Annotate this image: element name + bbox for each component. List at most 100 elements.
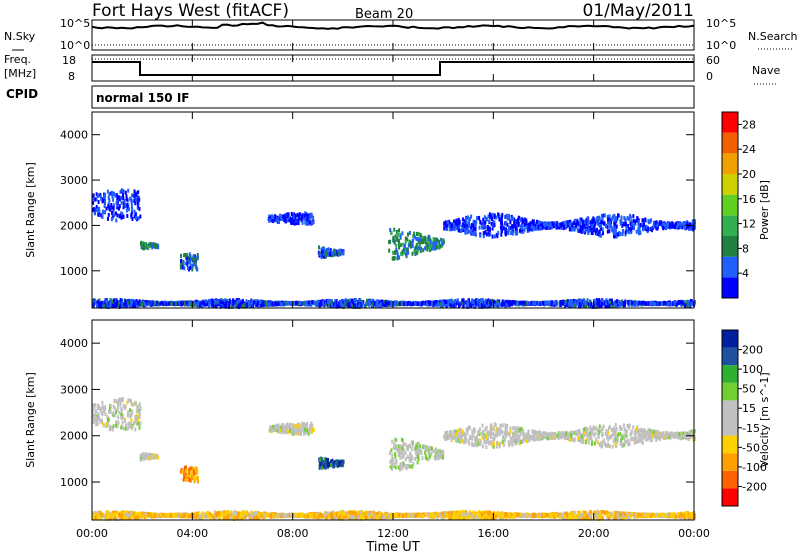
heatmap-cell [632,223,635,228]
heatmap-cell [395,300,398,305]
heatmap-cell [691,226,694,231]
heatmap-cell [284,301,287,306]
heatmap-cell [196,469,199,474]
heatmap-cell [232,298,235,303]
heatmap-cell [334,300,337,305]
heatmap-cell [596,221,599,226]
heatmap-cell [113,298,116,303]
heatmap-cell [110,205,113,210]
heatmap-cell [470,225,472,230]
heatmap-cell [518,300,521,305]
heatmap-cell [306,216,309,221]
heatmap-cell [468,302,471,307]
heatmap-cell [107,212,110,217]
heatmap-cell [489,214,492,219]
heatmap-cell [184,301,186,306]
heatmap-cell [447,300,450,305]
heatmap-cell [436,454,439,459]
heatmap-cell [634,219,636,224]
heatmap-cell [467,298,470,303]
heatmap-cell [435,237,438,242]
heatmap-cell [136,201,139,206]
heatmap-cell [499,425,502,430]
heatmap-cell [589,428,592,433]
heatmap-cell [430,446,433,451]
heatmap-cell [683,300,686,305]
heatmap-cell [643,222,645,227]
heatmap-cell [272,215,275,220]
heatmap-cell [270,427,273,432]
heatmap-cell [561,223,564,227]
heatmap-cell [359,298,362,303]
heatmap-cell [404,243,406,248]
heatmap-cell [579,223,582,228]
heatmap-cell [187,266,189,271]
heatmap-cell [534,301,537,306]
heatmap-cell [154,300,157,305]
heatmap-cell [601,298,604,303]
heatmap-cell [511,224,514,229]
heatmap-cell [292,215,295,220]
heatmap-cell [602,438,605,443]
heatmap-cell [557,431,560,436]
heatmap-cell [397,241,400,246]
heatmap-cell [330,250,333,255]
heatmap-cell [280,426,283,431]
heatmap-cell [335,251,338,256]
heatmap-cell [593,228,596,233]
heatmap-cell [679,224,682,229]
heatmap-cell [117,195,120,200]
heatmap-cell [139,214,142,219]
heatmap-cell [298,212,301,217]
heatmap-cell [677,222,679,227]
heatmap-cell [183,474,186,479]
heatmap-cell [355,298,357,303]
heatmap-cell [397,301,400,306]
heatmap-cell [121,188,124,193]
heatmap-cell [435,245,438,249]
heatmap-cell [691,219,694,224]
heatmap-cell [335,303,338,308]
heatmap-cell [637,439,639,444]
heatmap-cell [598,424,601,429]
heatmap-cell [333,303,336,308]
heatmap-cell [614,231,617,236]
heatmap-cell [165,302,168,307]
heatmap-cell [120,408,123,413]
heatmap-cell [103,204,106,209]
heatmap-cell [410,440,413,445]
heatmap-cell [466,215,469,220]
heatmap-cell [596,428,599,433]
heatmap-cell [654,220,657,225]
heatmap-cell [454,303,457,308]
heatmap-cell [196,255,199,260]
heatmap-cell [671,222,674,227]
heatmap-cell [95,192,98,197]
heatmap-cell [411,456,414,461]
heatmap-cell [429,300,432,305]
heatmap-cell [684,223,687,228]
heatmap-cell [362,300,365,304]
heatmap-cell [223,301,226,306]
heatmap-cell [119,213,122,218]
heatmap-cell [477,216,480,221]
heatmap-cell [587,302,590,307]
heatmap-cell [568,227,571,232]
heatmap-cell [472,219,475,224]
heatmap-cell [601,302,604,307]
heatmap-cell [502,226,505,231]
heatmap-cell [409,444,412,449]
heatmap-cell [227,301,230,306]
heatmap-cell [110,426,113,431]
heatmap-cell [222,298,225,303]
heatmap-cell [664,301,667,305]
heatmap-cell [320,301,323,306]
heatmap-cell [482,300,485,305]
heatmap-cell [453,227,456,232]
heatmap-cell [507,225,510,230]
heatmap-cell [117,420,120,425]
heatmap-cell [421,456,424,461]
heatmap-cell [603,300,606,305]
heatmap-cell [450,303,453,308]
heatmap-cell [131,207,134,212]
